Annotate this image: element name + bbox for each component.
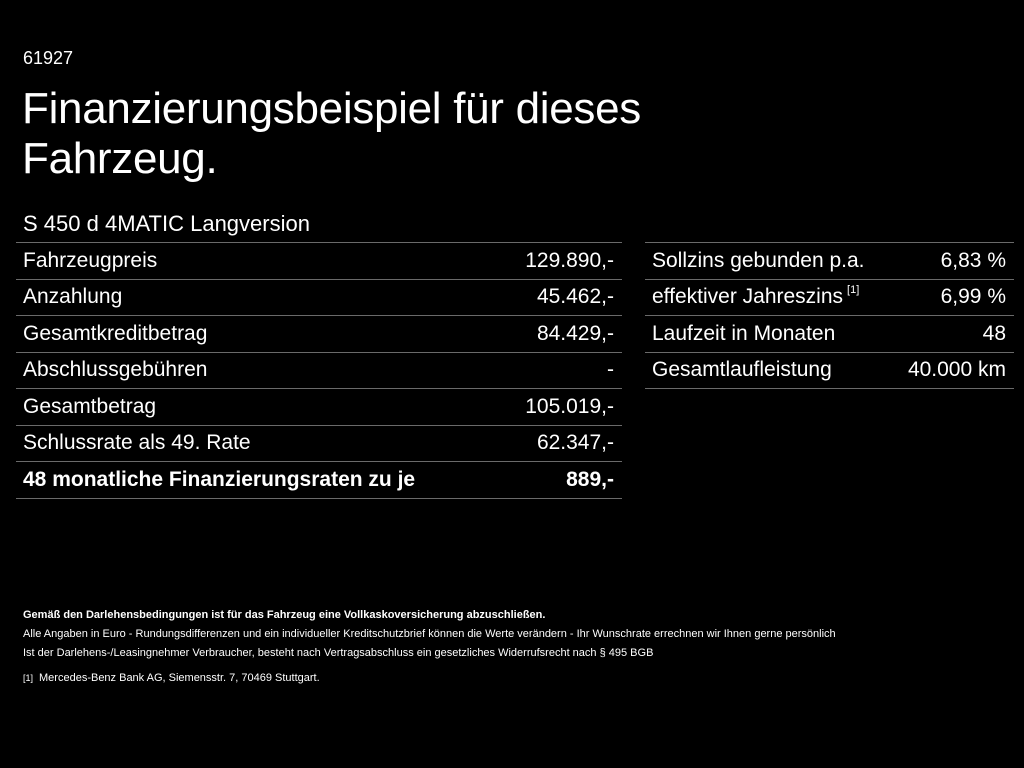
table-row: Gesamtbetrag 105.019,- [16, 389, 622, 426]
row-label: Gesamtbetrag [23, 394, 157, 418]
row-value: 62.347,- [536, 431, 614, 455]
consumer-note: Ist der Darlehens-/Leasingnehmer Verbrau… [23, 647, 654, 659]
terms-table: Sollzins gebunden p.a. 6,83 % effektiver … [645, 242, 1014, 389]
footnote-marker: [1] [847, 284, 860, 297]
row-value: 889,- [566, 467, 614, 491]
table-row: Gesamtlaufleistung 40.000 km [645, 353, 1014, 389]
row-label: Abschlussgebühren [23, 358, 208, 382]
table-row: Gesamtkreditbetrag 84.429,- [16, 316, 622, 353]
row-value: 6,83 % [940, 248, 1006, 272]
table-row: Anzahlung 45.462,- [16, 280, 622, 316]
row-label: 48 monatliche Finanzierungsraten zu je [23, 467, 416, 491]
page-title: Finanzierungsbeispiel für dieses Fahrzeu… [22, 84, 641, 183]
monthly-rate-row: 48 monatliche Finanzierungsraten zu je 88… [16, 462, 622, 499]
row-label: Anzahlung [23, 285, 123, 309]
insurance-note: Gemäß den Darlehensbedingungen ist für d… [23, 609, 546, 621]
table-row: Laufzeit in Monaten 48 [645, 316, 1014, 353]
row-label: Gesamtlaufleistung [652, 358, 832, 382]
row-label: Sollzins gebunden p.a. [652, 248, 865, 272]
row-value: 84.429,- [536, 321, 614, 345]
row-value: 40.000 km [907, 358, 1006, 382]
footnote-text: Mercedes-Benz Bank AG, Siemensstr. 7, 70… [39, 672, 320, 684]
euro-note: Alle Angaben in Euro - Rundungsdifferenz… [23, 628, 836, 640]
footnote-mark: [1] [23, 673, 34, 683]
row-value: - [607, 358, 614, 382]
financing-table: Fahrzeugpreis 129.890,- Anzahlung 45.462,-… [16, 242, 622, 499]
row-value: 45.462,- [536, 285, 614, 309]
vehicle-id: 61927 [23, 48, 74, 68]
row-value: 129.890,- [525, 248, 614, 272]
row-value: 48 [982, 321, 1006, 345]
row-label: effektiver Jahreszins [652, 285, 844, 309]
row-value: 105.019,- [525, 394, 614, 418]
row-label: Fahrzeugpreis [23, 248, 158, 272]
table-row: Fahrzeugpreis 129.890,- [16, 243, 622, 280]
model-name: S 450 d 4MATIC Langversion [23, 211, 310, 236]
table-row: Abschlussgebühren - [16, 353, 622, 389]
row-label: Laufzeit in Monaten [652, 321, 836, 345]
row-value: 6,99 % [940, 285, 1006, 309]
table-row: effektiver Jahreszins [1] 6,99 % [645, 280, 1014, 316]
row-label: Schlussrate als 49. Rate [23, 431, 251, 455]
legal-notes: Gemäß den Darlehensbedingungen ist für d… [23, 606, 836, 688]
table-row: Schlussrate als 49. Rate 62.347,- [16, 426, 622, 462]
footnote: [1] Mercedes-Benz Bank AG, Siemensstr. 7,… [23, 669, 836, 688]
row-label: Gesamtkreditbetrag [23, 321, 208, 345]
table-row: Sollzins gebunden p.a. 6,83 % [645, 243, 1014, 280]
